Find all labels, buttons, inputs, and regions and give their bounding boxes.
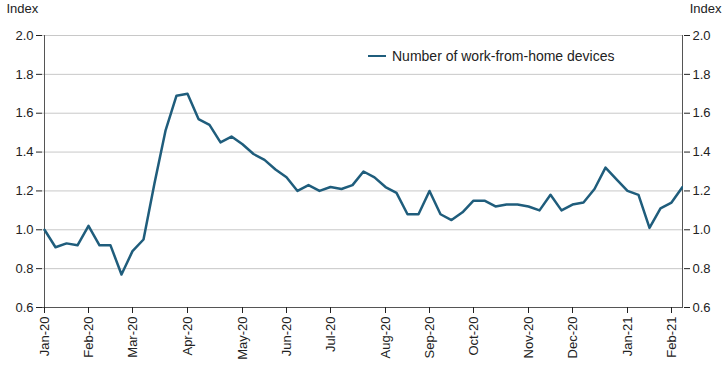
svg-text:1.6: 1.6 <box>15 105 33 120</box>
svg-text:0.6: 0.6 <box>15 300 33 315</box>
svg-text:2.0: 2.0 <box>15 28 33 43</box>
svg-text:Jun-20: Jun-20 <box>279 317 294 357</box>
svg-text:1.8: 1.8 <box>693 67 711 82</box>
svg-text:Jan-20: Jan-20 <box>37 317 52 357</box>
svg-text:1.6: 1.6 <box>693 105 711 120</box>
svg-text:1.2: 1.2 <box>693 183 711 198</box>
svg-text:Feb-20: Feb-20 <box>81 317 96 358</box>
svg-text:0.6: 0.6 <box>693 300 711 315</box>
svg-text:1.4: 1.4 <box>15 144 33 159</box>
svg-text:Apr-20: Apr-20 <box>180 317 195 356</box>
html-text:Number of work-from-home devic: Number of work-from-home devices <box>392 48 615 64</box>
svg-text:Index: Index <box>690 1 722 16</box>
svg-text:Jul-20: Jul-20 <box>323 317 338 352</box>
svg-text:Mar-20: Mar-20 <box>125 317 140 358</box>
svg-text:May-20: May-20 <box>235 317 250 360</box>
svg-text:Nov-20: Nov-20 <box>521 317 536 359</box>
svg-text:1.0: 1.0 <box>15 222 33 237</box>
svg-text:1.8: 1.8 <box>15 67 33 82</box>
svg-text:Jan-21: Jan-21 <box>620 317 635 357</box>
svg-text:0.8: 0.8 <box>15 261 33 276</box>
svg-text:Sep-20: Sep-20 <box>422 317 437 359</box>
svg-text:Feb-21: Feb-21 <box>664 317 679 358</box>
svg-text:1.0: 1.0 <box>693 222 711 237</box>
svg-text:1.2: 1.2 <box>15 183 33 198</box>
svg-text:Dec-20: Dec-20 <box>565 317 580 359</box>
svg-text:Index: Index <box>7 1 39 16</box>
svg-text:Oct-20: Oct-20 <box>466 317 481 356</box>
svg-text:2.0: 2.0 <box>693 28 711 43</box>
svg-text:Aug-20: Aug-20 <box>378 317 393 359</box>
svg-text:1.4: 1.4 <box>693 144 711 159</box>
svg-text:0.8: 0.8 <box>693 261 711 276</box>
